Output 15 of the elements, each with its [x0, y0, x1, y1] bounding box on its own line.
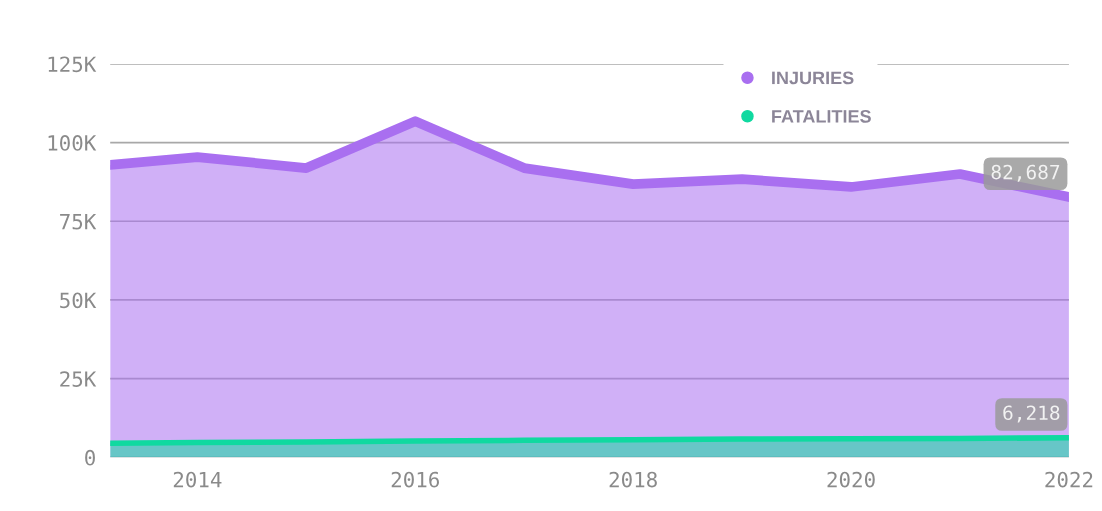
x-tick-label: 2016 — [391, 471, 439, 488]
data-label: 6,218 — [1003, 405, 1060, 423]
y-tick-label: 125K — [48, 56, 97, 73]
data-label: 82,687 — [991, 164, 1060, 182]
x-tick-label: 2020 — [827, 471, 875, 488]
y-tick-label: 50K — [60, 292, 97, 309]
legend-label: INJURIES — [772, 71, 854, 85]
y-tick-label: 0 — [85, 449, 95, 466]
x-tick-label: 2022 — [1045, 471, 1093, 488]
y-tick-label: 100K — [48, 135, 97, 151]
x-tick-label: 2014 — [173, 471, 222, 488]
x-tick-label: 2018 — [609, 471, 657, 488]
y-tick-label: 75K — [60, 214, 97, 230]
legend-label: FATALITIES — [772, 109, 871, 123]
y-tick-label: 25K — [60, 371, 97, 387]
